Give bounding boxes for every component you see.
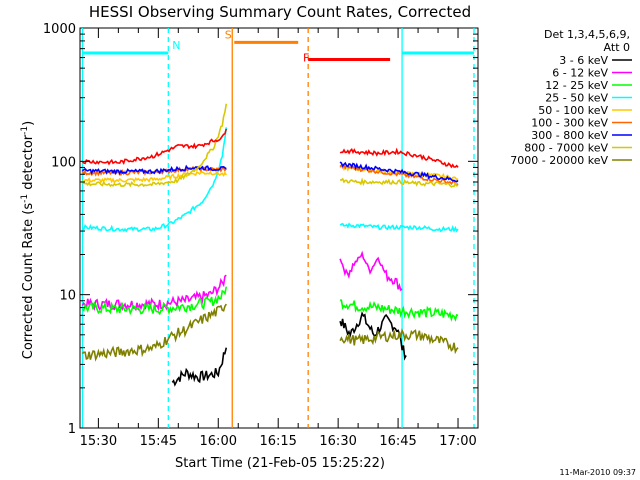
series-line	[81, 286, 228, 316]
series-rate	[81, 128, 459, 169]
series-line	[81, 128, 228, 166]
flag-label: F	[303, 52, 309, 65]
y-tick-label: 1000	[43, 22, 76, 37]
series-line	[81, 164, 227, 176]
series-line	[339, 327, 459, 355]
series-line	[340, 299, 459, 322]
plot-frame	[79, 27, 479, 429]
series-7000-20000keV	[81, 303, 459, 362]
legend-label: 800 - 7000 keV	[524, 142, 608, 155]
series-12-25keV	[81, 286, 459, 322]
series-line	[339, 161, 459, 183]
legend-att: Att 0	[604, 41, 630, 54]
flag-bars: N S F	[82, 28, 475, 65]
y-axis-title: Corrected Count Rate (s-1 detector-1)	[20, 121, 36, 359]
series-line	[339, 250, 403, 292]
series-line	[81, 303, 227, 362]
series-300-800keV	[81, 161, 459, 183]
y-axis: 1 10 100 1000	[43, 22, 478, 437]
legend-label: 100 - 300 keV	[531, 117, 608, 130]
legend-label: 6 - 12 keV	[552, 67, 608, 80]
y-tick-label: 100	[51, 155, 76, 170]
footer-stamp: 11-Mar-2010 09:37	[560, 468, 637, 477]
x-tick-label: 15:45	[140, 434, 177, 449]
series-line	[339, 147, 459, 169]
x-tick-label: 16:00	[200, 434, 237, 449]
series-line	[81, 169, 227, 184]
series-line	[339, 222, 459, 233]
series-line	[339, 163, 459, 187]
series-line	[81, 274, 227, 312]
series-line	[339, 177, 459, 188]
x-tick-label: 16:30	[319, 434, 356, 449]
series-group	[81, 103, 459, 387]
x-axis: 15:30 15:45 16:00 16:15 16:30 16:45 17:00	[80, 28, 477, 449]
x-tick-label: 17:00	[439, 434, 476, 449]
series-line	[81, 127, 228, 233]
legend-label: 50 - 100 keV	[538, 104, 608, 117]
x-axis-title: Start Time (21-Feb-05 15:25:22)	[175, 456, 385, 471]
series-6-12keV	[81, 250, 403, 312]
legend-label: 3 - 6 keV	[559, 54, 608, 67]
y-tick-label: 1	[68, 422, 76, 437]
series-line	[171, 347, 228, 387]
series-25-50keV	[81, 127, 459, 233]
event-lines	[81, 28, 475, 428]
y-tick-label: 10	[59, 289, 76, 304]
series-line	[339, 311, 407, 361]
chart-title: HESSI Observing Summary Count Rates, Cor…	[89, 3, 471, 21]
legend-label: 7000 - 20000 keV	[510, 154, 608, 167]
legend-label: 25 - 50 keV	[545, 92, 608, 105]
x-tick-label: 16:45	[379, 434, 416, 449]
flag-label: S	[225, 28, 232, 41]
legend-header: Det 1,3,4,5,6,9,	[544, 28, 630, 41]
legend-label: 300 - 800 keV	[531, 129, 608, 142]
legend-label: 12 - 25 keV	[545, 79, 608, 92]
x-tick-label: 15:30	[80, 434, 117, 449]
x-tick-label: 16:15	[259, 434, 296, 449]
flag-label: N	[172, 39, 180, 52]
plot-border	[79, 27, 479, 429]
series-3-6keV	[171, 311, 407, 387]
series-line	[82, 103, 228, 188]
series-800-7000keV	[82, 103, 459, 188]
